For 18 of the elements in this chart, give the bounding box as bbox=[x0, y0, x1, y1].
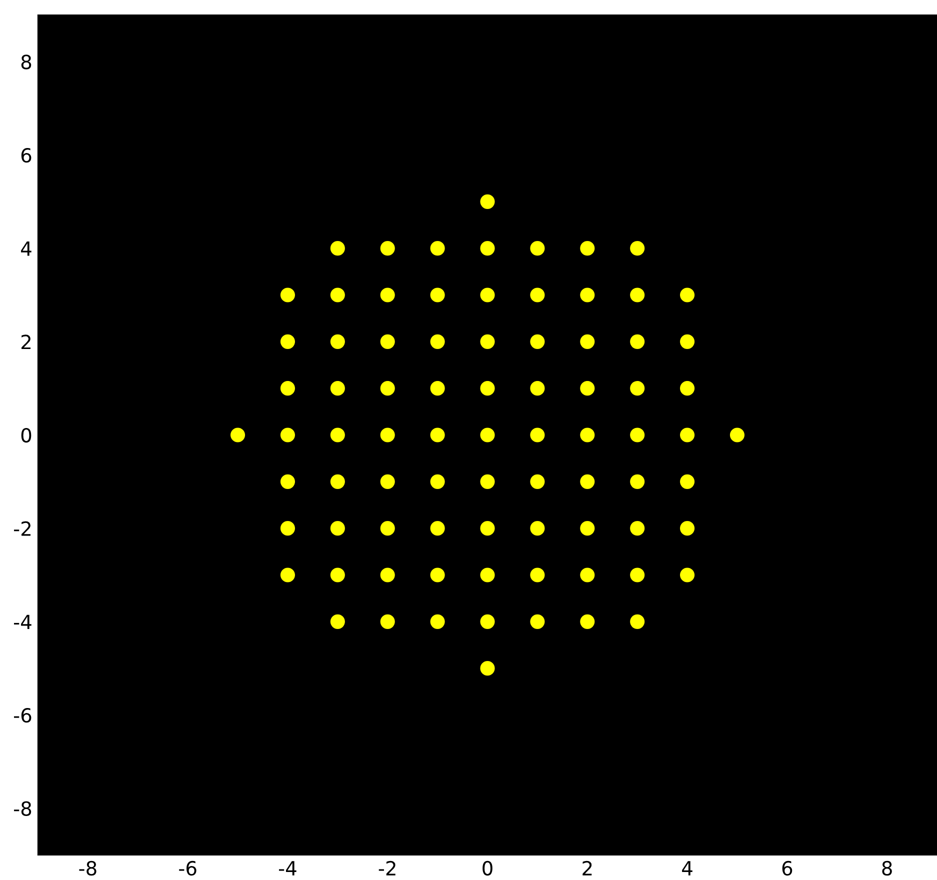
y-tick-label: -2 bbox=[14, 521, 30, 536]
x-tick-label: 2 bbox=[582, 860, 592, 876]
x-tick-label: 8 bbox=[882, 860, 892, 876]
x-tick-label: -6 bbox=[179, 860, 196, 876]
y-tick-label: 8 bbox=[21, 54, 32, 70]
y-tick-label: 0 bbox=[21, 428, 32, 443]
x-tick-label: 0 bbox=[482, 860, 492, 876]
x-tick-label: -8 bbox=[79, 860, 96, 876]
y-tick-label: 6 bbox=[21, 148, 32, 163]
y-tick-label: 2 bbox=[22, 334, 30, 350]
y-tick-label: -8 bbox=[14, 801, 32, 816]
x-tick-label: 6 bbox=[782, 860, 792, 876]
y-tick-label: -6 bbox=[14, 708, 32, 723]
x-tick-label: -2 bbox=[378, 860, 396, 876]
x-tick-label: 4 bbox=[682, 861, 692, 876]
x-tick-label: -4 bbox=[278, 861, 296, 876]
y-tick-label: 4 bbox=[21, 242, 32, 256]
y-tick-label: -4 bbox=[14, 614, 32, 630]
